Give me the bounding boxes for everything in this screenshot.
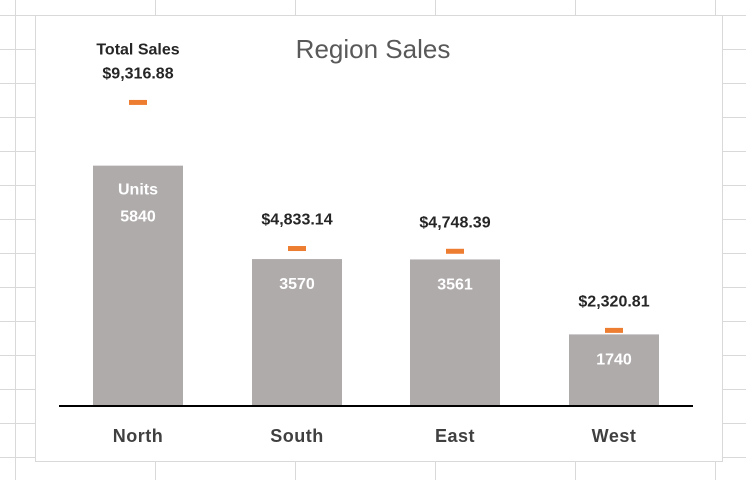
sales-label-south: $4,833.14	[261, 212, 332, 229]
category-label-west: West	[592, 426, 637, 446]
chart-title: Region Sales	[295, 34, 451, 64]
category-label-north: North	[113, 426, 164, 446]
sales-marker-west	[605, 327, 623, 333]
sales-label-east: $4,748.39	[419, 214, 490, 231]
units-series-label: Units	[118, 182, 158, 199]
sales-marker-south	[288, 246, 306, 252]
units-label-east: 3561	[437, 276, 473, 293]
category-label-south: South	[270, 426, 324, 446]
category-label-east: East	[435, 426, 475, 446]
sales-series-label: Total Sales	[96, 41, 179, 58]
bar-north	[93, 165, 183, 406]
units-label-south: 3570	[279, 276, 315, 293]
bar-east	[410, 259, 500, 406]
sales-marker-north	[129, 99, 147, 105]
sales-label-west: $2,320.81	[578, 293, 649, 310]
sales-label-north: $9,316.88	[102, 65, 173, 82]
bar-south	[252, 259, 342, 406]
sales-marker-east	[446, 248, 464, 254]
bar-west	[569, 334, 659, 406]
units-label-west: 1740	[596, 351, 632, 368]
units-label-north: 5840	[120, 209, 156, 226]
